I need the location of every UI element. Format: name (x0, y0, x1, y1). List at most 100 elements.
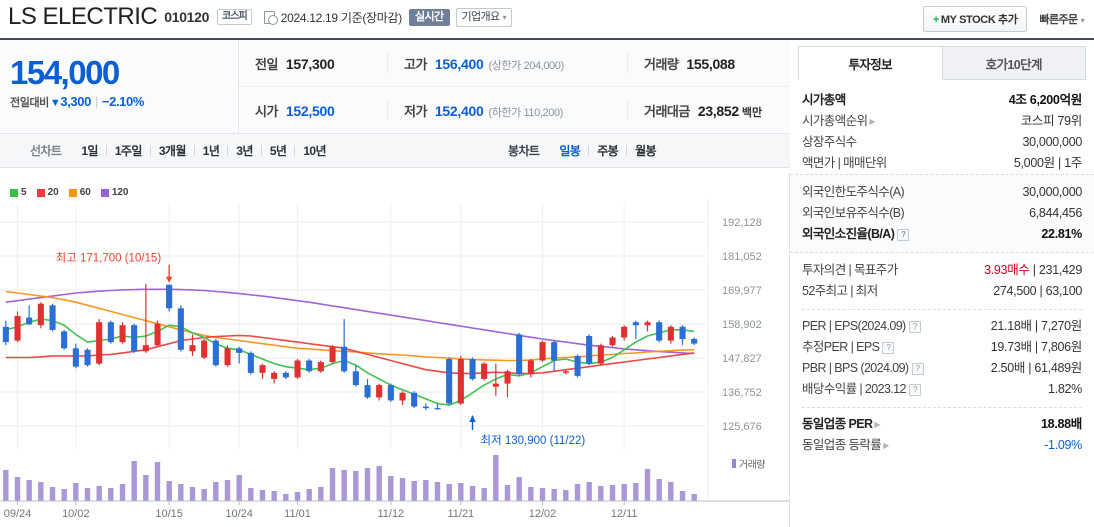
tab-range-5y[interactable]: 5년 (269, 144, 287, 158)
divider (193, 145, 195, 156)
tab-candle-daily[interactable]: 일봉 (559, 144, 581, 158)
chart-canvas: 192,128 181,052 169,977 158,902 147,827 136,7… (0, 199, 789, 520)
price-change-label: 전일대비 (10, 97, 49, 109)
volume-value: 155,088 (686, 55, 735, 72)
candle-chart-label[interactable]: 봉차트 (508, 144, 540, 158)
help-icon[interactable]: ? (882, 342, 895, 354)
ticker-code: 010120 (164, 9, 210, 25)
tab-investment-info[interactable]: 투자정보 (798, 46, 943, 80)
quick-order-button[interactable]: 빠른주문 ▾ (1039, 11, 1084, 27)
market-badge: 코스피 (217, 9, 252, 25)
svg-text:10/02: 10/02 (62, 508, 90, 520)
divider (260, 145, 262, 156)
opinion-score: 3.93매수 (984, 263, 1030, 277)
low-label: 저가 (404, 103, 427, 119)
row-listed-shares: 상장주식수 30,000,000 (802, 132, 1082, 153)
tab-range-1d[interactable]: 1일 (81, 144, 98, 158)
svg-text:최저 130,900 (11/22): 최저 130,900 (11/22) (481, 434, 586, 447)
tab-range-1y[interactable]: 1년 (202, 144, 220, 158)
foreign-held-label: 외국인보유주식수(B) (802, 206, 905, 220)
divider (105, 145, 107, 156)
spacer (802, 253, 1082, 260)
tab-candle-monthly[interactable]: 월봉 (635, 144, 656, 158)
tab-range-3m[interactable]: 3개월 (158, 144, 187, 158)
divider (227, 145, 229, 156)
header-left-group: LS ELECTRIC 010120 코스피 2024.12.19 기준(장마감… (8, 3, 513, 30)
row-par-value: 액면가 | 매매단위 5,000원 | 1주 (802, 153, 1082, 174)
industry-per-label[interactable]: 동일업종 PER ▶ (802, 415, 881, 434)
svg-text:12/11: 12/11 (611, 508, 638, 520)
info-group-industry: 동일업종 PER ▶ 18.88배 동일업종 등락률 ▶ -1.09% (802, 414, 1082, 456)
market-cap-rank-value: 코스피 79위 (1020, 114, 1083, 128)
help-icon[interactable]: ? (897, 229, 910, 241)
quick-order-label: 빠른주문 (1039, 14, 1078, 26)
svg-text:최고 171,700 (10/15): 최고 171,700 (10/15) (56, 252, 162, 265)
legend-label: 60 (79, 187, 91, 198)
pbr-bps-value: 2.50배 | 61,489원 (990, 361, 1083, 375)
line-chart-label[interactable]: 선차트 (30, 144, 62, 158)
52w-range-value: 274,500 | 63,100 (993, 284, 1082, 298)
svg-text:136,752: 136,752 (722, 387, 762, 399)
company-overview-button[interactable]: 기업개요 ▾ (455, 7, 513, 27)
legend-item-ma120: 120 (100, 187, 129, 198)
est-per-eps-label: 추정PER | EPS? (802, 338, 895, 357)
row-industry-per: 동일업종 PER ▶ 18.88배 (802, 414, 1082, 435)
svg-text:125,676: 125,676 (722, 421, 762, 433)
label-text: 동일업종 등락률 (802, 438, 882, 452)
industry-change-value: -1.09% (1044, 438, 1082, 452)
listed-shares-label: 상장주식수 (802, 135, 857, 149)
quote-row-2: 시가 152,500 저가 152,400 (하한가 110,200) 거래대금… (239, 87, 789, 133)
tab-range-10y[interactable]: 10년 (303, 144, 326, 158)
price-chart[interactable]: 5 20 60 120 192,128 181,052 169,977 158,902… (0, 173, 790, 527)
info-group-opinion: 투자의견 | 목표주가 3.93매수 | 231,429 52주최고 | 최저 … (802, 260, 1082, 302)
header-right-group: + MY STOCK 추가 빠른주문 ▾ (922, 6, 1085, 32)
plus-icon: + (932, 14, 939, 26)
tab-candle-weekly[interactable]: 주봉 (597, 144, 619, 158)
svg-text:09/24: 09/24 (4, 508, 32, 520)
legend-swatch (731, 459, 736, 468)
quote-cell-low: 저가 152,400 (하한가 110,200) (387, 100, 627, 120)
row-industry-change: 동일업종 등락률 ▶ -1.09% (802, 435, 1082, 456)
market-cap-rank-label[interactable]: 시가총액순위 ▶ (802, 112, 876, 131)
realtime-badge[interactable]: 실시간 (408, 8, 450, 26)
quote-cell-open: 시가 152,500 (239, 101, 387, 120)
tab-order-book[interactable]: 호가10단계 (942, 46, 1086, 80)
label-text: 배당수익률 | 2023.12 (802, 382, 906, 396)
row-foreign-held: 외국인보유주식수(B) 6,844,456 (802, 203, 1082, 224)
volume-label: 거래량 (644, 56, 679, 72)
arrow-right-icon: ▶ (869, 117, 875, 126)
label-text: PBR | BPS (2024.09) (802, 361, 909, 375)
row-foreign-ratio: 외국인소진율(B/A)? 22.81% (802, 224, 1082, 245)
label-text: 외국인소진율(B/A) (802, 227, 895, 241)
add-my-stock-button[interactable]: + MY STOCK 추가 (922, 6, 1028, 32)
tab-range-3y[interactable]: 3년 (236, 144, 253, 158)
tab-range-1w[interactable]: 1주일 (114, 144, 143, 158)
low-value: 152,400 (434, 102, 484, 119)
row-per-eps: PER | EPS(2024.09)? 21.18배 | 7,270원 (802, 316, 1082, 337)
svg-text:11/21: 11/21 (447, 508, 474, 520)
info-group-market-cap: 시가총액 4조 6,200억원 시가총액순위 ▶ 코스피 79위 상장주식수 30… (802, 90, 1082, 174)
foreign-ratio-value: 22.81% (1041, 227, 1082, 241)
price-change-value: 3,300 (60, 94, 91, 109)
help-icon[interactable]: ? (908, 384, 921, 396)
industry-change-label[interactable]: 동일업종 등락률 ▶ (802, 436, 889, 455)
page-title: LS ELECTRIC (8, 3, 158, 30)
foreign-limit-label: 외국인한도주식수(A) (802, 185, 905, 199)
est-per-eps-value: 19.73배 | 7,806원 (990, 340, 1083, 354)
per-eps-value: 21.18배 | 7,270원 (990, 319, 1083, 333)
help-icon[interactable]: ? (911, 363, 924, 375)
market-cap-value: 4조 6,200억원 (1008, 93, 1083, 107)
svg-text:11/01: 11/01 (284, 508, 311, 520)
opinion-target-label: 투자의견 | 목표주가 (802, 263, 898, 277)
arrow-right-icon: ▶ (874, 420, 880, 429)
high-label: 고가 (404, 56, 427, 72)
help-icon[interactable]: ? (908, 321, 921, 333)
line-chart-tabs: 선차트 1일 1주일 3개월 1년 3년 5년 10년 (30, 134, 334, 167)
moving-average-legend: 5 20 60 120 (10, 187, 135, 198)
row-market-cap-rank: 시가총액순위 ▶ 코스피 79위 (802, 111, 1082, 132)
foreign-ratio-label: 외국인소진율(B/A)? (802, 225, 910, 244)
separator: | (94, 94, 98, 109)
page-header: LS ELECTRIC 010120 코스피 2024.12.19 기준(장마감… (0, 0, 1094, 40)
svg-text:11/12: 11/12 (377, 508, 404, 520)
